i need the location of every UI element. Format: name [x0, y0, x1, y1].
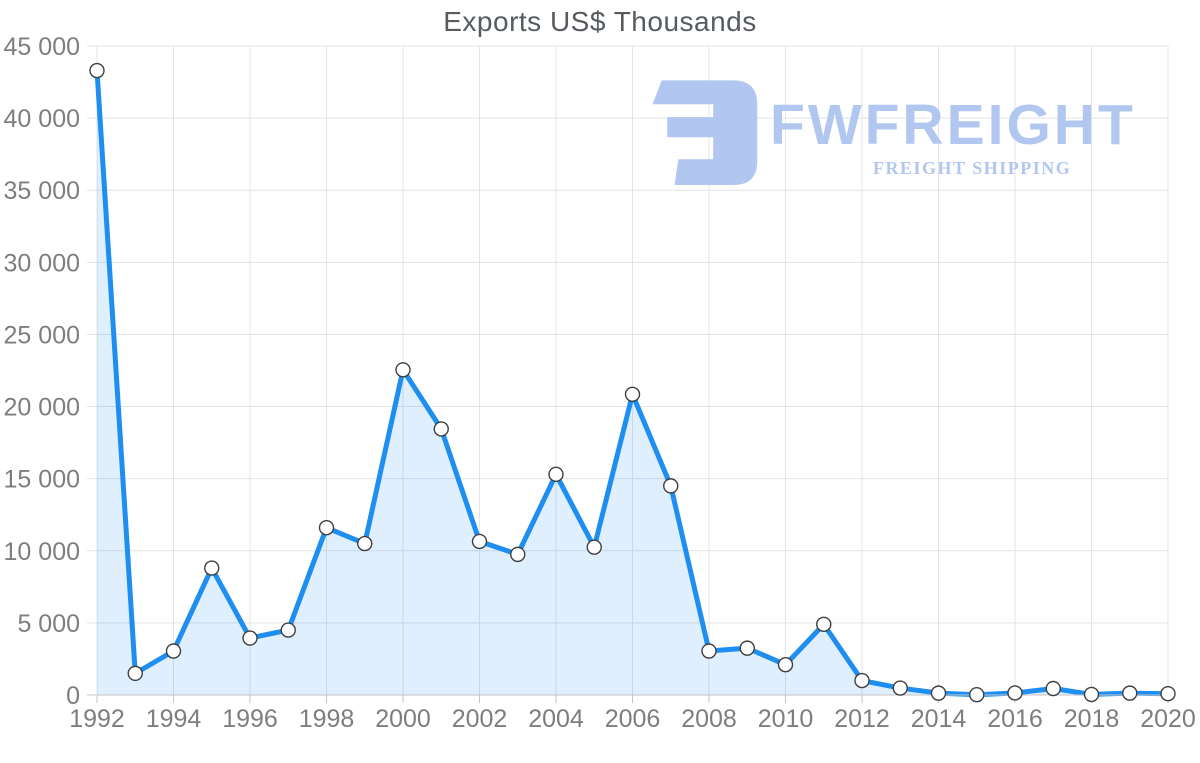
gridlines-group	[87, 45, 1169, 695]
data-point-marker[interactable]	[586, 539, 602, 555]
data-point-marker[interactable]	[663, 478, 679, 494]
data-point-marker[interactable]	[1160, 686, 1176, 702]
area-fill	[97, 70, 1168, 696]
x-axis-label: 2000	[375, 705, 431, 733]
x-axis-label: 1998	[299, 705, 355, 733]
markers-group	[89, 62, 1176, 703]
data-point-marker[interactable]	[930, 685, 947, 701]
y-axis-label: 15 000	[4, 466, 80, 494]
y-axis-label: 0	[66, 682, 80, 710]
data-point-marker[interactable]	[510, 546, 526, 563]
y-axis-label: 25 000	[4, 321, 80, 349]
data-point-marker[interactable]	[280, 622, 296, 638]
y-axis-label: 10 000	[4, 538, 80, 566]
data-point-marker[interactable]	[242, 630, 258, 646]
labels-group: 0 5 000 10 000 15 000 20 000 25 000 30 000 35 0…	[4, 33, 1196, 733]
data-point-marker[interactable]	[1122, 685, 1138, 701]
x-axis-label: 2012	[834, 705, 890, 733]
data-point-marker[interactable]	[318, 520, 335, 536]
y-axis-label: 35 000	[4, 177, 80, 205]
data-point-marker[interactable]	[624, 386, 641, 402]
data-point-marker[interactable]	[433, 421, 449, 437]
x-axis-label: 2006	[605, 705, 661, 733]
data-point-marker[interactable]	[816, 616, 832, 633]
data-point-marker[interactable]	[854, 672, 870, 689]
x-axis-label: 1992	[69, 705, 125, 733]
x-axis-label: 2016	[987, 705, 1043, 733]
x-axis-label: 2018	[1064, 705, 1120, 733]
data-point-marker[interactable]	[204, 560, 220, 576]
x-axis-label: 2010	[758, 705, 814, 733]
data-point-marker[interactable]	[777, 657, 794, 673]
data-point-marker[interactable]	[357, 535, 373, 552]
data-point-marker[interactable]	[969, 687, 985, 703]
chart-title: Exports US$ Thousands	[443, 6, 757, 37]
x-axis-label: 1994	[146, 705, 202, 733]
data-point-marker[interactable]	[1007, 685, 1023, 701]
data-point-marker[interactable]	[89, 62, 105, 79]
data-point-marker[interactable]	[548, 466, 564, 483]
x-axis-label: 2020	[1140, 705, 1196, 733]
data-point-marker[interactable]	[892, 680, 908, 696]
y-axis-label: 45 000	[4, 33, 80, 61]
y-axis-label: 30 000	[4, 249, 80, 277]
data-point-marker[interactable]	[127, 665, 143, 682]
data-point-marker[interactable]	[471, 533, 488, 550]
y-axis-label: 20 000	[4, 394, 80, 422]
x-axis-label: 2014	[911, 705, 967, 733]
x-axis-label: 1996	[222, 705, 278, 733]
data-point-marker[interactable]	[739, 640, 755, 656]
y-axis-label: 5 000	[17, 610, 80, 638]
data-point-marker[interactable]	[1083, 686, 1100, 703]
data-point-marker[interactable]	[1045, 680, 1061, 697]
axes-group	[87, 694, 1169, 703]
x-axis-label: 2002	[452, 705, 508, 733]
data-point-marker[interactable]	[165, 643, 182, 659]
y-axis-label: 40 000	[4, 105, 80, 133]
data-point-marker[interactable]	[701, 643, 717, 659]
data-point-marker[interactable]	[395, 362, 411, 378]
x-axis-label: 2004	[528, 705, 584, 733]
x-axis-label: 2008	[681, 705, 737, 733]
